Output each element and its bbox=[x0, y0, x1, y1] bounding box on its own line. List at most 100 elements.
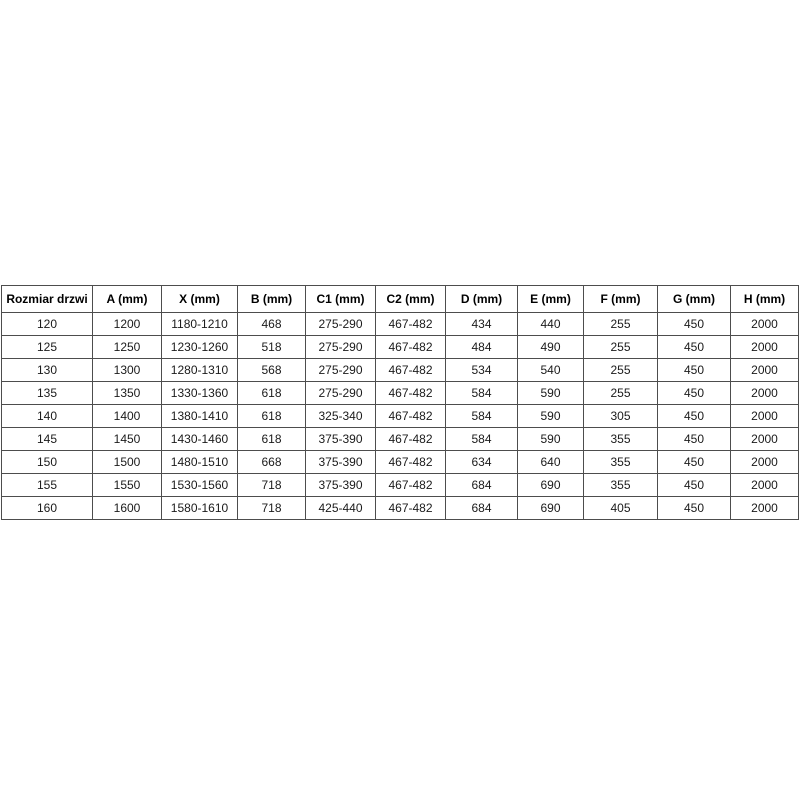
table-cell: 450 bbox=[657, 473, 731, 497]
table-cell: 275-290 bbox=[305, 335, 376, 359]
table-cell: 467-482 bbox=[375, 473, 446, 497]
column-header: B (mm) bbox=[237, 285, 306, 313]
table-cell: 467-482 bbox=[375, 358, 446, 382]
table-cell: 634 bbox=[445, 450, 518, 474]
column-header: F (mm) bbox=[583, 285, 658, 313]
table-cell: 440 bbox=[517, 312, 584, 336]
table-cell: 590 bbox=[517, 381, 584, 405]
table-cell: 355 bbox=[583, 473, 658, 497]
table-cell: 135 bbox=[1, 381, 93, 405]
column-header: G (mm) bbox=[657, 285, 731, 313]
table-cell: 1350 bbox=[92, 381, 162, 405]
table-row: 160 1600 1580-1610 718 425-440 467-482 684 690 4… bbox=[1, 496, 799, 520]
column-header: D (mm) bbox=[445, 285, 518, 313]
table-cell: 255 bbox=[583, 381, 658, 405]
table-cell: 450 bbox=[657, 450, 731, 474]
table-row: 120 1200 1180-1210 468 275-290 467-482 434 440 2… bbox=[1, 312, 799, 336]
table-cell: 590 bbox=[517, 427, 584, 451]
table-cell: 120 bbox=[1, 312, 93, 336]
table-row: 130 1300 1280-1310 568 275-290 467-482 534 540 2… bbox=[1, 358, 799, 382]
table-cell: 255 bbox=[583, 335, 658, 359]
column-header: H (mm) bbox=[730, 285, 799, 313]
table-cell: 405 bbox=[583, 496, 658, 520]
table-cell: 450 bbox=[657, 312, 731, 336]
table-header: Rozmiar drzwi A (mm) X (mm) B (mm) C1 (mm) C2… bbox=[1, 285, 799, 313]
table-cell: 618 bbox=[237, 404, 306, 428]
table-cell: 590 bbox=[517, 404, 584, 428]
table-cell: 467-482 bbox=[375, 496, 446, 520]
table-cell: 155 bbox=[1, 473, 93, 497]
column-header: X (mm) bbox=[161, 285, 238, 313]
table-cell: 275-290 bbox=[305, 358, 376, 382]
table-cell: 2000 bbox=[730, 427, 799, 451]
table-cell: 1550 bbox=[92, 473, 162, 497]
table-cell: 1480-1510 bbox=[161, 450, 238, 474]
table-cell: 668 bbox=[237, 450, 306, 474]
table-cell: 150 bbox=[1, 450, 93, 474]
table-cell: 450 bbox=[657, 404, 731, 428]
table-cell: 434 bbox=[445, 312, 518, 336]
table-cell: 540 bbox=[517, 358, 584, 382]
table-cell: 1450 bbox=[92, 427, 162, 451]
table-cell: 484 bbox=[445, 335, 518, 359]
column-header: C2 (mm) bbox=[375, 285, 446, 313]
table-cell: 140 bbox=[1, 404, 93, 428]
table-cell: 518 bbox=[237, 335, 306, 359]
table-cell: 2000 bbox=[730, 496, 799, 520]
table-cell: 375-390 bbox=[305, 473, 376, 497]
table-cell: 275-290 bbox=[305, 381, 376, 405]
table-cell: 467-482 bbox=[375, 404, 446, 428]
table-cell: 375-390 bbox=[305, 450, 376, 474]
table-cell: 275-290 bbox=[305, 312, 376, 336]
table-cell: 718 bbox=[237, 496, 306, 520]
table-row: 125 1250 1230-1260 518 275-290 467-482 484 490 2… bbox=[1, 335, 799, 359]
table-cell: 1200 bbox=[92, 312, 162, 336]
table-cell: 534 bbox=[445, 358, 518, 382]
table-cell: 2000 bbox=[730, 404, 799, 428]
table-row: 135 1350 1330-1360 618 275-290 467-482 584 590 2… bbox=[1, 381, 799, 405]
table-cell: 1380-1410 bbox=[161, 404, 238, 428]
table-cell: 2000 bbox=[730, 312, 799, 336]
table-body: 120 1200 1180-1210 468 275-290 467-482 434 440 2… bbox=[1, 312, 799, 520]
table-cell: 425-440 bbox=[305, 496, 376, 520]
table-cell: 1300 bbox=[92, 358, 162, 382]
table-cell: 468 bbox=[237, 312, 306, 336]
table-cell: 618 bbox=[237, 381, 306, 405]
table-cell: 2000 bbox=[730, 358, 799, 382]
table-cell: 1500 bbox=[92, 450, 162, 474]
table-cell: 584 bbox=[445, 427, 518, 451]
table-cell: 450 bbox=[657, 496, 731, 520]
table-cell: 305 bbox=[583, 404, 658, 428]
table-cell: 1530-1560 bbox=[161, 473, 238, 497]
table-cell: 467-482 bbox=[375, 381, 446, 405]
table-cell: 130 bbox=[1, 358, 93, 382]
table-cell: 690 bbox=[517, 496, 584, 520]
table-cell: 467-482 bbox=[375, 312, 446, 336]
table-cell: 1430-1460 bbox=[161, 427, 238, 451]
table-cell: 325-340 bbox=[305, 404, 376, 428]
column-header: E (mm) bbox=[517, 285, 584, 313]
table-cell: 467-482 bbox=[375, 335, 446, 359]
table-cell: 584 bbox=[445, 381, 518, 405]
table-cell: 255 bbox=[583, 312, 658, 336]
table-cell: 1180-1210 bbox=[161, 312, 238, 336]
table-cell: 1600 bbox=[92, 496, 162, 520]
table-cell: 1580-1610 bbox=[161, 496, 238, 520]
table-cell: 160 bbox=[1, 496, 93, 520]
table-cell: 450 bbox=[657, 335, 731, 359]
column-header: A (mm) bbox=[92, 285, 162, 313]
table-cell: 2000 bbox=[730, 450, 799, 474]
table-row: 145 1450 1430-1460 618 375-390 467-482 584 590 3… bbox=[1, 427, 799, 451]
dimensions-table: Rozmiar drzwi A (mm) X (mm) B (mm) C1 (mm) C2… bbox=[1, 285, 799, 520]
table-cell: 618 bbox=[237, 427, 306, 451]
table-cell: 690 bbox=[517, 473, 584, 497]
table-row: 140 1400 1380-1410 618 325-340 467-482 584 590 3… bbox=[1, 404, 799, 428]
table-cell: 1250 bbox=[92, 335, 162, 359]
table-cell: 145 bbox=[1, 427, 93, 451]
column-header: C1 (mm) bbox=[305, 285, 376, 313]
header-row: Rozmiar drzwi A (mm) X (mm) B (mm) C1 (mm) C2… bbox=[1, 285, 799, 313]
table-cell: 2000 bbox=[730, 473, 799, 497]
table-cell: 2000 bbox=[730, 381, 799, 405]
table-cell: 1400 bbox=[92, 404, 162, 428]
